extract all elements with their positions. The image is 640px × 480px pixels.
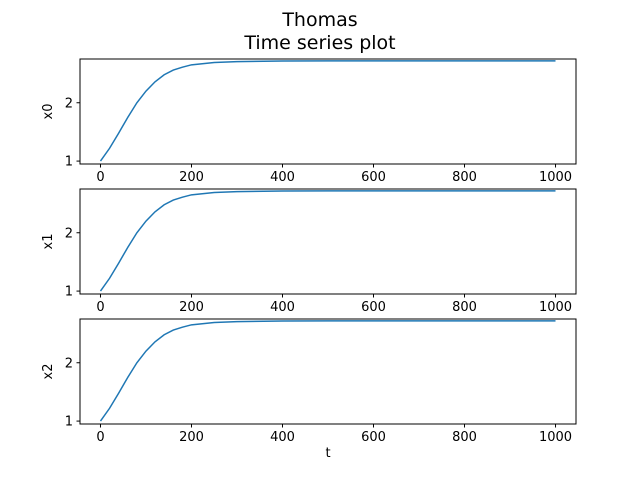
figure-title-line2: Time series plot xyxy=(243,32,395,54)
x-tick-label: 800 xyxy=(452,170,477,185)
axes-frame xyxy=(79,188,577,295)
y-tick-label: 2 xyxy=(65,96,73,111)
x-axis-label: t xyxy=(325,446,330,461)
x-tick-label: 600 xyxy=(361,430,386,445)
x-tick-label: 400 xyxy=(270,300,295,315)
x-tick-label: 1000 xyxy=(539,430,572,445)
x-tick-label: 400 xyxy=(270,430,295,445)
y-tick-label: 1 xyxy=(65,155,73,170)
x-tick-label: 1000 xyxy=(539,170,572,185)
x-tick-label: 600 xyxy=(361,300,386,315)
y-axis-label: x2 xyxy=(41,364,56,380)
y-tick-label: 2 xyxy=(65,356,73,371)
x-tick-label: 600 xyxy=(361,170,386,185)
subplot-x2: 0 200 400 600 800 1000 1 2 x2 t xyxy=(41,318,577,461)
figure-title-line1: Thomas xyxy=(281,9,357,31)
x-tick-label: 800 xyxy=(452,430,477,445)
series-line-x2 xyxy=(99,320,556,422)
subplot-panels: 0 200 400 600 800 1000 1 2 x0 0 200 400 600 800 1000 1 2… xyxy=(41,58,577,461)
axes-frame xyxy=(79,58,577,165)
y-axis-label: x1 xyxy=(41,234,56,250)
x-tick-label: 800 xyxy=(452,300,477,315)
y-tick-label: 1 xyxy=(65,415,73,430)
x-tick-label: 0 xyxy=(96,300,104,315)
y-tick-label: 1 xyxy=(65,285,73,300)
x-tick-label: 0 xyxy=(96,430,104,445)
series-line-x1 xyxy=(99,190,556,292)
y-axis-label: x0 xyxy=(41,104,56,120)
x-tick-label: 200 xyxy=(179,300,204,315)
x-tick-label: 200 xyxy=(179,170,204,185)
x-tick-label: 0 xyxy=(96,170,104,185)
x-tick-label: 1000 xyxy=(539,300,572,315)
x-tick-label: 200 xyxy=(179,430,204,445)
subplot-x1: 0 200 400 600 800 1000 1 2 x1 xyxy=(41,188,577,315)
series-line-x0 xyxy=(99,60,556,162)
x-tick-label: 400 xyxy=(270,170,295,185)
subplot-x0: 0 200 400 600 800 1000 1 2 x0 xyxy=(41,58,577,185)
y-tick-label: 2 xyxy=(65,226,73,241)
axes-frame xyxy=(79,318,577,425)
